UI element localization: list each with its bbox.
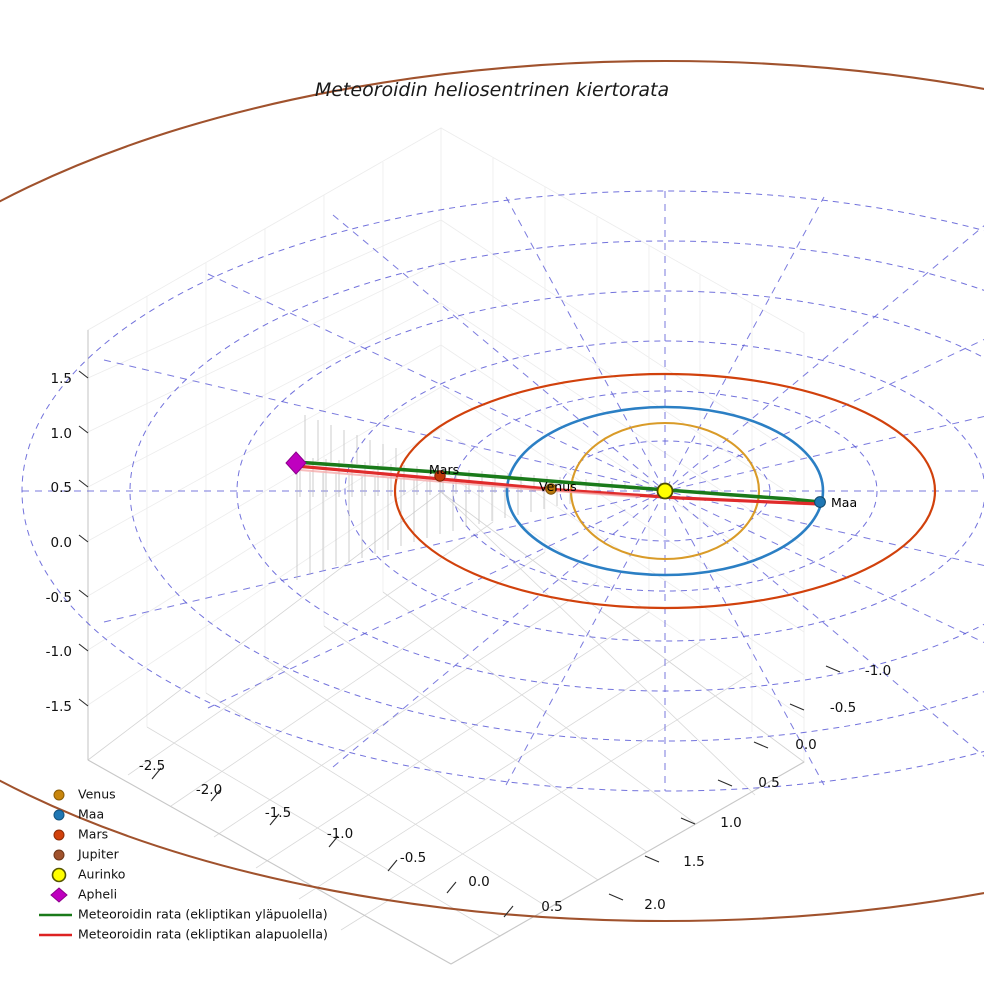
axis-tickmarks — [78, 370, 841, 918]
orbit-maa — [505, 405, 825, 577]
x-tick-label: 0.5 — [541, 899, 562, 915]
y-tick-label: 1.0 — [720, 815, 741, 831]
legend-item-apheli[interactable]: Apheli — [50, 887, 117, 903]
annotation-maa: Maa — [831, 495, 857, 510]
z-tick-label: 1.0 — [51, 426, 72, 442]
annotation-mars: Mars — [429, 462, 459, 477]
jupiter-marker-icon — [53, 849, 65, 861]
body-markers — [285, 451, 826, 508]
legend-label: Mars — [78, 827, 108, 842]
legend-item-mars[interactable]: Mars — [53, 827, 108, 842]
legend-item-maa[interactable]: Maa — [53, 807, 104, 822]
apheli-marker-icon — [50, 887, 68, 903]
orbit-stems — [296, 415, 639, 580]
x-tick-label: -1.0 — [327, 826, 353, 842]
legend-label: Aurinko — [78, 867, 125, 882]
x-tick-label: 2.0 — [644, 897, 665, 913]
marker-apheli — [285, 451, 307, 475]
legend-item-venus[interactable]: Venus — [53, 787, 116, 802]
legend-item-aurinko[interactable]: Aurinko — [51, 867, 126, 883]
z-tick-label: -1.5 — [46, 699, 72, 715]
x-tick-label: -2.5 — [139, 758, 165, 774]
legend-item-meteoroid-above[interactable]: Meteoroidin rata (ekliptikan yläpuolella… — [39, 907, 328, 922]
legend-label: Meteoroidin rata (ekliptikan yläpuolella… — [78, 907, 328, 922]
z-tick-label: 0.0 — [51, 535, 72, 551]
y-tick-label: -1.0 — [865, 663, 891, 679]
z-tick-label: 0.5 — [51, 480, 72, 496]
marker-mars — [434, 470, 446, 482]
body-annotations: Mars Venus Maa — [429, 462, 857, 510]
meteoroid-below-ecliptic — [294, 464, 822, 506]
y-axis-ticklabels: -1.0 -0.5 0.0 0.5 1.0 1.5 — [683, 663, 891, 870]
marker-venus — [545, 483, 557, 495]
legend-label: Maa — [78, 807, 104, 822]
page-title: Meteoroidin heliosentrinen kiertorata — [315, 79, 669, 101]
venus-marker-icon — [53, 789, 65, 801]
plot-3d-panes — [87, 127, 805, 965]
aurinko-marker-icon — [51, 867, 67, 883]
legend-label: Meteoroidin rata (ekliptikan alapuolella… — [78, 927, 328, 942]
marker-aurinko — [656, 482, 674, 500]
y-tick-label: -0.5 — [830, 700, 856, 716]
z-tick-label: -0.5 — [46, 590, 72, 606]
legend-label: Jupiter — [77, 847, 120, 862]
legend: Venus Maa Mars Jupiter Aurinko Apheli — [39, 787, 328, 942]
meteoroid-faint-tail — [299, 469, 641, 498]
x-axis-ticklabels: -2.5 -2.0 -1.5 -1.0 -0.5 0.0 0.5 2.0 — [139, 758, 666, 915]
x-tick-label: 0.0 — [468, 874, 489, 890]
legend-label: Venus — [78, 787, 116, 802]
marker-maa — [814, 496, 826, 508]
maa-marker-icon — [53, 809, 65, 821]
x-tick-label: -2.0 — [196, 782, 222, 798]
y-tick-label: 0.5 — [758, 775, 779, 791]
orbit-mars — [393, 372, 937, 610]
x-tick-label: -0.5 — [400, 850, 426, 866]
legend-item-jupiter[interactable]: Jupiter — [53, 847, 120, 862]
y-tick-label: 0.0 — [795, 737, 816, 753]
z-tick-label: -1.0 — [46, 644, 72, 660]
mars-marker-icon — [53, 829, 65, 841]
orbit-jupiter — [0, 60, 984, 922]
legend-label: Apheli — [78, 887, 117, 902]
y-tick-label: 1.5 — [683, 854, 704, 870]
annotation-venus: Venus — [539, 479, 577, 494]
z-axis-ticklabels: 1.5 1.0 0.5 0.0 -0.5 -1.0 -1.5 — [46, 371, 72, 715]
z-tick-label: 1.5 — [51, 371, 72, 387]
legend-item-meteoroid-below[interactable]: Meteoroidin rata (ekliptikan alapuolella… — [39, 927, 328, 942]
x-tick-label: -1.5 — [265, 805, 291, 821]
